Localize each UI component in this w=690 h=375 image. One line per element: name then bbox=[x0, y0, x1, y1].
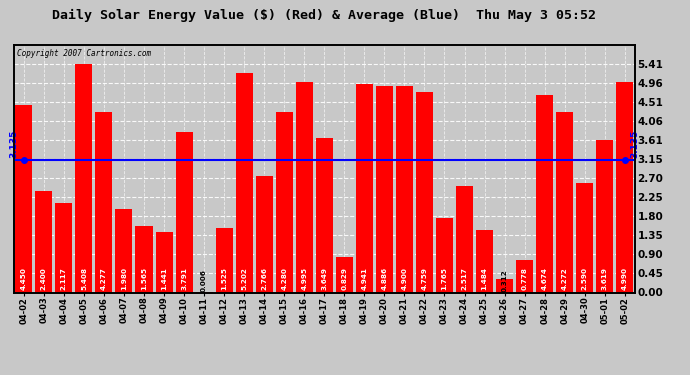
Bar bbox=[256, 176, 273, 292]
Text: 4.900: 4.900 bbox=[402, 267, 407, 290]
Text: 4.280: 4.280 bbox=[282, 267, 287, 290]
Bar bbox=[115, 209, 132, 292]
Text: Daily Solar Energy Value ($) (Red) & Average (Blue)  Thu May 3 05:52: Daily Solar Energy Value ($) (Red) & Ave… bbox=[52, 9, 596, 22]
Bar bbox=[476, 230, 493, 292]
Text: 1.525: 1.525 bbox=[221, 267, 227, 290]
Text: 0.778: 0.778 bbox=[522, 267, 528, 290]
Bar bbox=[416, 92, 433, 292]
Bar bbox=[155, 232, 172, 292]
Bar bbox=[276, 112, 293, 292]
Bar bbox=[396, 86, 413, 292]
Text: 2.117: 2.117 bbox=[61, 268, 67, 290]
Bar bbox=[15, 105, 32, 292]
Text: 1.565: 1.565 bbox=[141, 267, 147, 290]
Text: 4.272: 4.272 bbox=[562, 268, 568, 290]
Text: 2.590: 2.590 bbox=[582, 267, 588, 290]
Bar bbox=[456, 186, 473, 292]
Bar bbox=[75, 64, 92, 292]
Text: 0.006: 0.006 bbox=[201, 269, 207, 292]
Bar bbox=[356, 84, 373, 292]
Bar bbox=[35, 191, 52, 292]
Text: 1.980: 1.980 bbox=[121, 267, 127, 290]
Text: 4.990: 4.990 bbox=[622, 267, 628, 290]
Bar bbox=[556, 112, 573, 292]
Bar bbox=[596, 140, 613, 292]
Bar bbox=[135, 226, 152, 292]
Text: 1.484: 1.484 bbox=[482, 267, 488, 290]
Text: 3.649: 3.649 bbox=[322, 267, 327, 290]
Bar bbox=[516, 260, 533, 292]
Bar bbox=[336, 258, 353, 292]
Text: 1.765: 1.765 bbox=[442, 267, 448, 290]
Bar bbox=[376, 86, 393, 292]
Text: 3.135: 3.135 bbox=[630, 130, 640, 158]
Text: 3.619: 3.619 bbox=[602, 267, 608, 290]
Bar bbox=[436, 218, 453, 292]
Text: 0.312: 0.312 bbox=[502, 269, 508, 292]
Bar bbox=[175, 132, 193, 292]
Text: 4.277: 4.277 bbox=[101, 268, 107, 290]
Bar bbox=[536, 95, 553, 292]
Text: 4.674: 4.674 bbox=[542, 267, 548, 290]
Text: 5.408: 5.408 bbox=[81, 267, 87, 290]
Text: 4.886: 4.886 bbox=[382, 267, 387, 290]
Bar bbox=[215, 228, 233, 292]
Text: 2.517: 2.517 bbox=[462, 267, 468, 290]
Bar bbox=[236, 73, 253, 292]
Text: 1.441: 1.441 bbox=[161, 268, 167, 290]
Text: Copyright 2007 Cartronics.com: Copyright 2007 Cartronics.com bbox=[17, 49, 151, 58]
Bar bbox=[55, 203, 72, 292]
Text: 4.450: 4.450 bbox=[21, 267, 27, 290]
Text: 5.202: 5.202 bbox=[241, 267, 247, 290]
Text: 3.791: 3.791 bbox=[181, 267, 187, 290]
Bar bbox=[616, 82, 633, 292]
Bar bbox=[316, 138, 333, 292]
Text: 4.995: 4.995 bbox=[302, 267, 307, 290]
Bar bbox=[496, 279, 513, 292]
Text: 0.829: 0.829 bbox=[342, 267, 347, 290]
Bar bbox=[296, 81, 313, 292]
Text: 2.766: 2.766 bbox=[262, 267, 267, 290]
Text: 2.400: 2.400 bbox=[41, 268, 47, 290]
Text: 4.759: 4.759 bbox=[422, 267, 428, 290]
Bar bbox=[576, 183, 593, 292]
Bar bbox=[95, 112, 112, 292]
Text: 3.135: 3.135 bbox=[9, 130, 19, 158]
Text: 4.941: 4.941 bbox=[362, 267, 367, 290]
